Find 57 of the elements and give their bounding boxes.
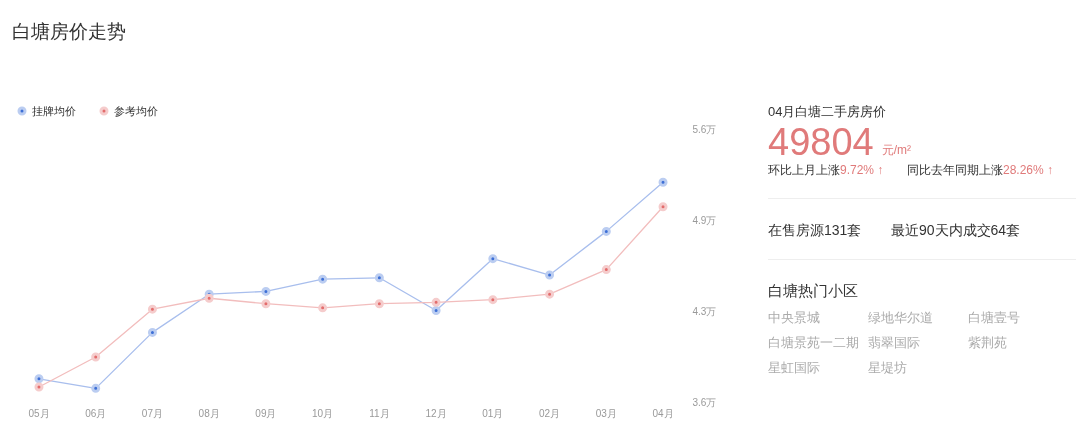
text: 翡翠国际 <box>868 335 920 350</box>
y-tick: 5.6万 <box>692 124 717 135</box>
x-tick: 08月 <box>198 408 220 419</box>
point <box>34 374 44 384</box>
point <box>34 382 44 392</box>
point <box>374 299 384 309</box>
y-tick: 4.9万 <box>692 215 717 227</box>
point <box>204 293 214 303</box>
x-tick: 02月 <box>539 408 561 419</box>
point <box>318 274 328 284</box>
x-tick: 03月 <box>595 408 617 419</box>
x-tick: 04月 <box>652 408 674 419</box>
x-tick: 06月 <box>85 408 107 419</box>
point <box>658 177 668 187</box>
x-tick: 12月 <box>425 408 447 419</box>
text: 星虹国际 <box>768 360 820 375</box>
point <box>431 306 441 316</box>
x-tick: 01月 <box>482 408 504 419</box>
x-tick: 11月 <box>369 408 390 419</box>
point <box>488 295 498 305</box>
y-tick: 4.3万 <box>692 305 717 317</box>
x-tick: 09月 <box>255 408 277 419</box>
x-tick: 05月 <box>28 408 50 419</box>
point <box>431 297 441 307</box>
point <box>147 327 157 337</box>
point <box>545 270 555 280</box>
point <box>261 299 271 309</box>
text: 同比去年同期上涨28.26% ↑ <box>907 163 1054 177</box>
text: 49804 <box>768 121 874 163</box>
text: 白塘壹号 <box>968 310 1020 325</box>
point <box>658 202 668 212</box>
x-tick: 07月 <box>141 408 163 419</box>
card-title: 04月白塘二手房房价 <box>768 104 887 119</box>
text: 白塘热门小区 <box>768 282 858 299</box>
x-tick: 10月 <box>312 408 334 419</box>
text: 中央景城 <box>768 310 820 325</box>
title: 白塘房价走势 <box>12 21 126 42</box>
text: 在售房源131套 <box>768 222 862 238</box>
point <box>374 273 384 283</box>
y-tick: 3.6万 <box>692 397 717 408</box>
text: 环比上月上涨9.72% ↑ <box>768 163 884 177</box>
point <box>318 303 328 313</box>
point <box>601 265 611 275</box>
text: 紫荆苑 <box>968 335 1007 350</box>
point <box>147 304 157 314</box>
legend-label: 参考均价 <box>114 105 158 117</box>
point <box>601 226 611 236</box>
text: 星堤坊 <box>868 360 907 375</box>
point <box>545 289 555 299</box>
text: 元/m² <box>881 143 911 157</box>
point <box>91 352 101 362</box>
point <box>488 254 498 264</box>
text: 绿地华尔道 <box>868 310 933 325</box>
text: 最近90天内成交64套 <box>891 222 1021 238</box>
legend-label: 挂牌均价 <box>32 105 76 117</box>
point <box>91 383 101 393</box>
point <box>261 286 271 296</box>
